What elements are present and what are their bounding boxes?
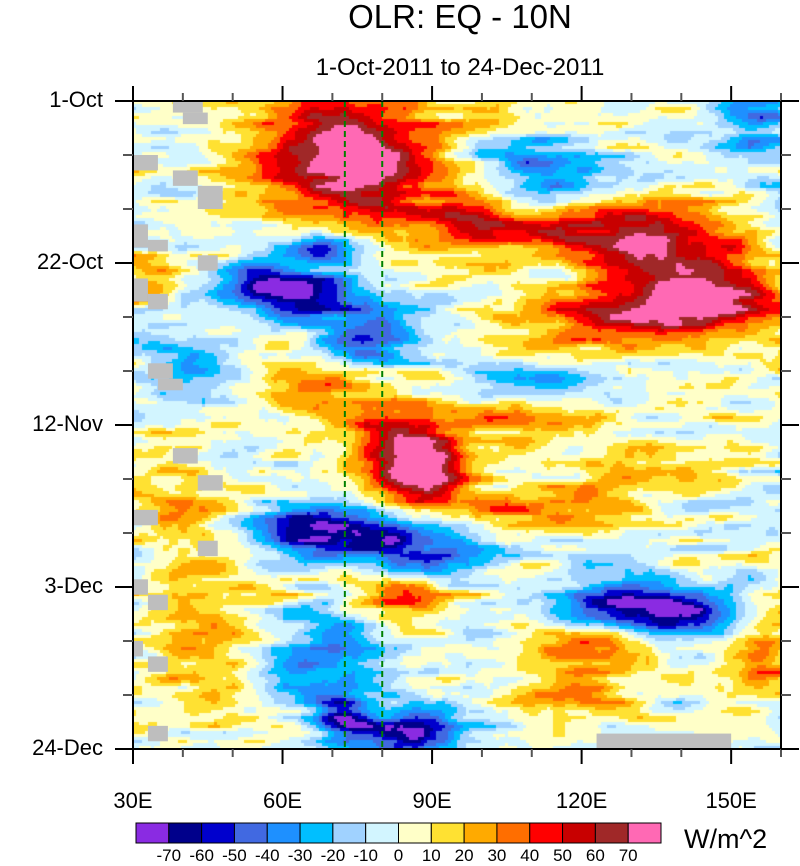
y-tick-label: 3-Dec [44, 573, 103, 598]
colorbar-swatch [463, 822, 498, 844]
missing-data-patch [133, 155, 158, 171]
missing-data-patch [147, 363, 173, 379]
missing-data-patch [197, 255, 218, 271]
missing-data-layer [133, 101, 732, 749]
olr-contour-field [133, 101, 781, 749]
colorbar-swatch [168, 822, 203, 844]
colorbar-units: W/m^2 [684, 824, 768, 854]
missing-data-patch [133, 278, 148, 302]
colorbar-swatch [562, 822, 596, 844]
missing-data-patch [197, 475, 223, 491]
missing-data-patch [172, 170, 198, 186]
colorbar-swatch [627, 822, 662, 844]
colorbar-swatch [430, 822, 465, 844]
missing-data-patch [197, 185, 223, 209]
y-tick-label: 12-Nov [32, 411, 103, 436]
colorbar-label: 20 [454, 846, 474, 865]
x-tick-label: 150E [705, 788, 757, 813]
x-tick-label: 120E [555, 788, 608, 813]
colorbar-swatch [299, 822, 334, 844]
missing-data-patch [147, 239, 168, 252]
chart-subtitle: 1-Oct-2011 to 24-Dec-2011 [315, 54, 605, 81]
missing-data-patch [133, 579, 148, 595]
missing-data-patch [172, 448, 198, 464]
colorbar-swatch [135, 822, 170, 844]
x-tick-label: 90E [412, 788, 452, 813]
missing-data-patch [133, 641, 143, 657]
reference-lines [343, 101, 384, 749]
colorbar-swatch [398, 822, 432, 844]
colorbar-swatch [496, 822, 531, 844]
colorbar-swatch [365, 822, 399, 844]
colorbar-label: -30 [287, 846, 313, 865]
colorbar-swatch [332, 822, 367, 844]
axis-ticks [115, 86, 799, 764]
missing-data-patch [147, 725, 168, 742]
colorbar-label: -10 [353, 846, 378, 865]
colorbar-label: 60 [585, 846, 605, 865]
missing-data-patch [147, 656, 168, 672]
missing-data-patch [182, 112, 208, 125]
missing-data-patch [157, 378, 183, 391]
missing-data-patch [172, 101, 203, 113]
colorbar-label: 0 [393, 846, 404, 865]
colorbar-label: -40 [254, 846, 280, 865]
y-tick-label: 22-Oct [36, 249, 103, 274]
missing-data-patch [147, 594, 168, 611]
x-tick-label: 30E [113, 788, 153, 813]
colorbar-label: 30 [487, 846, 507, 865]
colorbar-label: 10 [421, 846, 441, 865]
colorbar-label: 50 [553, 846, 573, 865]
missing-data-patch [133, 224, 148, 248]
x-tick-label: 60E [262, 788, 303, 813]
missing-data-patch [133, 509, 158, 526]
colorbar-label: -60 [189, 846, 214, 865]
colorbar-swatch [233, 822, 268, 844]
colorbar-swatch [266, 822, 301, 844]
y-tick-label: 1-Oct [49, 87, 103, 112]
colorbar-label: -50 [222, 846, 247, 865]
y-tick-label: 24-Dec [32, 735, 103, 760]
colorbar-label: -70 [156, 846, 182, 865]
missing-data-patch [596, 733, 732, 749]
missing-data-patch [147, 293, 168, 310]
colorbar-swatch [201, 822, 235, 844]
chart-title: OLR: EQ - 10N [348, 0, 572, 35]
colorbar-label: 40 [520, 846, 540, 865]
colorbar [135, 822, 662, 844]
colorbar-swatch [594, 822, 629, 844]
plot-frame [132, 100, 782, 750]
colorbar-label: -20 [320, 846, 346, 865]
colorbar-label: 70 [618, 846, 638, 865]
missing-data-patch [197, 540, 218, 557]
colorbar-swatch [529, 822, 564, 844]
